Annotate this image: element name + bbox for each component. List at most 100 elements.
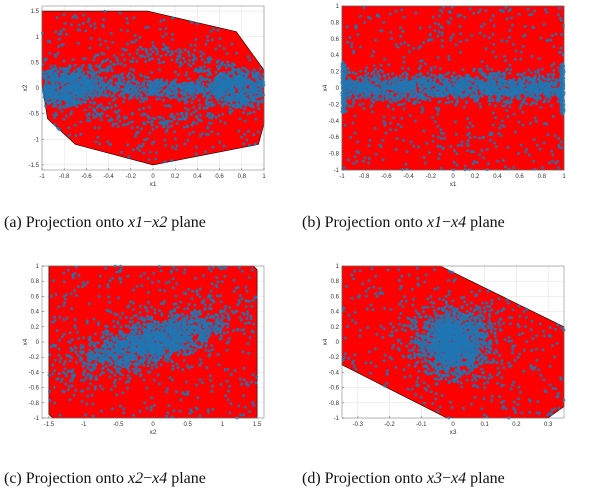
- data-point: [239, 72, 243, 76]
- data-point: [440, 44, 444, 48]
- data-point: [67, 75, 71, 79]
- data-point: [77, 23, 81, 27]
- data-point: [246, 69, 250, 73]
- data-point: [361, 159, 365, 163]
- data-point: [392, 76, 396, 80]
- data-point: [364, 69, 368, 73]
- data-point: [151, 50, 155, 54]
- data-point: [248, 143, 251, 147]
- data-point: [396, 123, 400, 127]
- data-point: [411, 75, 415, 79]
- data-point: [54, 111, 58, 115]
- data-point: [246, 55, 250, 59]
- data-point: [206, 133, 210, 136]
- data-point: [135, 51, 139, 55]
- data-point: [367, 144, 371, 148]
- data-point: [58, 93, 62, 97]
- data-point: [118, 94, 121, 98]
- data-point: [551, 159, 555, 163]
- data-point: [447, 10, 451, 13]
- data-point: [116, 116, 120, 120]
- data-point: [555, 92, 559, 95]
- data-point: [119, 28, 123, 32]
- data-point: [559, 140, 563, 144]
- data-point: [108, 92, 111, 96]
- data-point: [533, 70, 537, 74]
- data-point: [485, 64, 489, 68]
- data-point: [48, 100, 51, 104]
- data-point: [493, 116, 497, 120]
- data-point: [81, 63, 85, 67]
- data-point: [147, 158, 151, 162]
- data-point: [242, 394, 245, 398]
- data-point: [346, 40, 350, 44]
- data-point: [497, 132, 501, 135]
- data-point: [200, 132, 204, 136]
- data-point: [205, 106, 209, 110]
- x-tick-label: 0.2: [171, 174, 180, 180]
- data-point: [184, 73, 188, 77]
- data-point: [99, 112, 103, 116]
- data-point: [485, 147, 489, 151]
- data-point: [418, 72, 422, 76]
- data-point: [103, 88, 107, 92]
- data-point: [158, 61, 161, 65]
- data-point: [83, 57, 87, 61]
- data-point: [237, 67, 241, 71]
- data-point: [347, 87, 351, 91]
- data-point: [523, 97, 527, 101]
- data-point: [228, 306, 232, 310]
- data-point: [200, 88, 204, 92]
- data-point: [470, 150, 473, 154]
- data-point: [445, 72, 448, 76]
- data-point: [525, 102, 529, 106]
- data-point: [397, 103, 401, 107]
- data-point: [239, 95, 243, 99]
- chart-x1-x4: -1 -0.8 -0.6 -0.4 -0.2 0 0.2 0.4 0.6 0.8 1-1-0.8-0…: [322, 4, 566, 188]
- y-tick-label: 1.5: [31, 9, 40, 15]
- data-point: [99, 115, 103, 119]
- data-point: [398, 77, 402, 81]
- data-point: [59, 101, 63, 105]
- data-point: [352, 89, 356, 93]
- data-point: [161, 34, 165, 38]
- data-point: [358, 103, 362, 107]
- data-point: [437, 14, 441, 18]
- data-point: [88, 100, 92, 104]
- data-point: [192, 53, 195, 57]
- data-point: [533, 116, 537, 120]
- data-point: [152, 403, 156, 407]
- data-point: [400, 94, 404, 97]
- data-point: [86, 20, 90, 24]
- data-point: [143, 91, 147, 94]
- data-point: [455, 152, 459, 156]
- data-point: [58, 315, 62, 319]
- data-point: [402, 85, 406, 89]
- data-point: [459, 83, 463, 87]
- data-point: [209, 269, 213, 273]
- data-point: [134, 38, 138, 42]
- data-point: [355, 150, 359, 153]
- data-point: [95, 84, 99, 87]
- data-point: [62, 117, 66, 121]
- data-point: [447, 100, 451, 104]
- data-point: [75, 100, 79, 104]
- data-point: [63, 301, 67, 305]
- data-point: [198, 363, 202, 367]
- data-point: [67, 66, 71, 70]
- data-point: [131, 60, 135, 64]
- data-point: [89, 340, 93, 344]
- data-point: [479, 93, 483, 97]
- data-point: [159, 19, 163, 23]
- data-point: [142, 106, 146, 110]
- data-point: [125, 82, 129, 86]
- data-point: [175, 89, 179, 93]
- data-point: [359, 69, 363, 73]
- data-point: [347, 82, 351, 86]
- y-tick-label: -0.8: [329, 152, 340, 158]
- data-point: [130, 112, 134, 116]
- data-point: [226, 89, 230, 93]
- data-point: [372, 70, 376, 74]
- data-point: [551, 153, 555, 157]
- data-point: [527, 68, 531, 72]
